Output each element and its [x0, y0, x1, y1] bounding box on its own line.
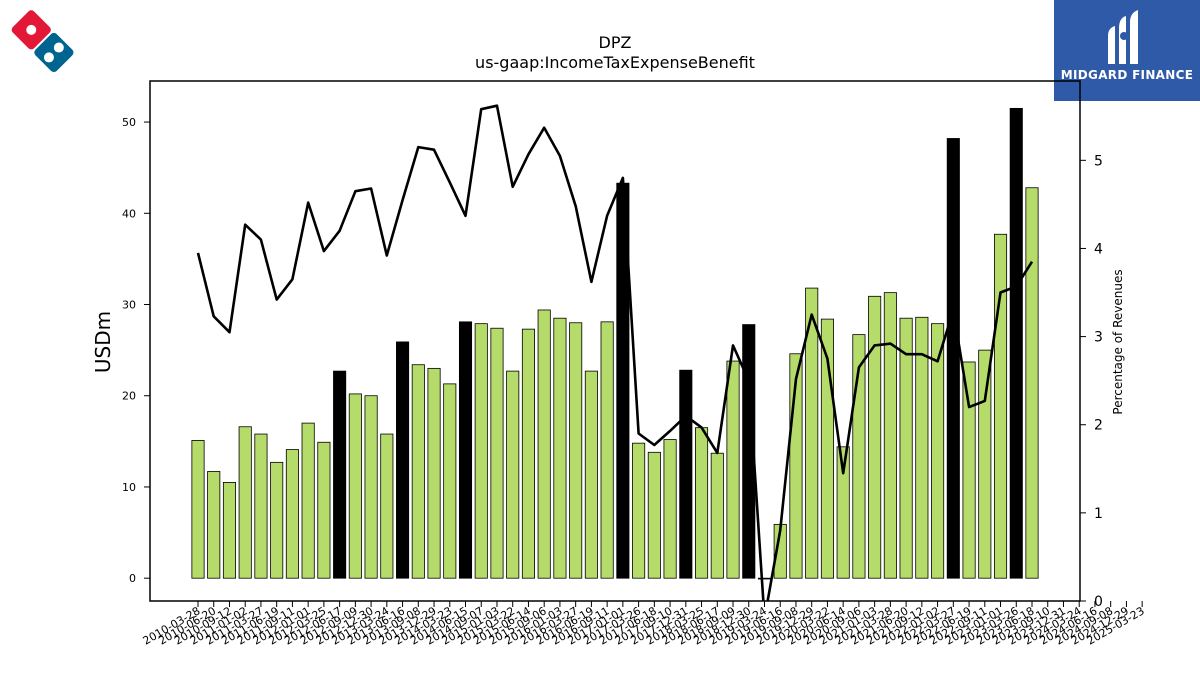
- dominos-logo-dot: [43, 52, 54, 63]
- bar: [537, 309, 551, 579]
- bar: [396, 341, 410, 579]
- y-tick-label: 10: [122, 481, 136, 494]
- y2-tick-label: 2: [1094, 418, 1103, 434]
- bar: [427, 367, 441, 579]
- bar: [695, 427, 709, 579]
- dominos-logo: [4, 4, 84, 88]
- bar: [931, 323, 945, 579]
- bar: [333, 370, 347, 579]
- bar: [285, 449, 299, 579]
- bar: [474, 323, 488, 579]
- chart-subtitle: us-gaap:IncomeTaxExpenseBenefit: [475, 53, 755, 72]
- bar: [364, 395, 378, 579]
- bar: [411, 364, 425, 579]
- y2-tick-label: 1: [1094, 506, 1103, 522]
- bar: [805, 287, 819, 579]
- bar: [506, 370, 520, 579]
- pct-of-revenues-line: [196, 104, 1034, 601]
- bar: [726, 360, 740, 579]
- y2-axis-label: Percentage of Revenues: [1111, 269, 1125, 414]
- bar: [899, 317, 913, 579]
- bar: [1025, 187, 1039, 579]
- bar: [301, 422, 315, 579]
- bar: [836, 446, 850, 579]
- y-tick-label: 30: [122, 299, 136, 312]
- bar: [600, 321, 614, 579]
- bar: [915, 316, 929, 579]
- bar: [946, 138, 960, 579]
- bar: [222, 482, 237, 579]
- bar: [868, 295, 882, 579]
- bar: [207, 471, 221, 579]
- plot-frame: [149, 80, 1081, 602]
- y-tick-label: 50: [122, 116, 136, 129]
- midgard-finance-name: MIDGARD FINANCE: [1060, 68, 1194, 82]
- bar: [443, 383, 457, 579]
- bar: [458, 321, 473, 579]
- chart-title: DPZ: [599, 33, 632, 52]
- x-axis: 2010-03-282010-06-202010-09-122011-01-02…: [141, 601, 1147, 648]
- bar: [490, 327, 504, 579]
- bar: [710, 452, 724, 579]
- y2-tick-label: 0: [1094, 594, 1103, 610]
- bar: [380, 433, 394, 579]
- bar: [993, 233, 1008, 579]
- bar: [317, 441, 331, 579]
- midgard-mark-icon: [1108, 10, 1138, 64]
- bar: [742, 324, 756, 579]
- bar: [663, 439, 677, 579]
- bar: [270, 461, 284, 579]
- dominos-logo-dot: [53, 42, 64, 53]
- y2-tick-label: 5: [1094, 153, 1103, 169]
- y-tick-label: 0: [129, 572, 136, 585]
- bar: [238, 426, 252, 579]
- bar: [569, 322, 583, 579]
- bar: [978, 349, 992, 579]
- bar: [348, 393, 362, 579]
- bar: [584, 370, 598, 579]
- bar: [254, 433, 268, 579]
- bar: [1009, 107, 1023, 579]
- bar-series: [191, 107, 1039, 580]
- y-axis-right: 0 1 2 3 4 5: [1080, 153, 1103, 610]
- bar: [647, 451, 661, 579]
- bar: [962, 361, 976, 579]
- dominos-logo-dot: [26, 24, 37, 35]
- bar: [757, 577, 772, 580]
- bar: [553, 317, 567, 579]
- dominos-logo-blue-tile: [34, 32, 74, 73]
- bar: [191, 440, 205, 579]
- bar: [679, 369, 693, 579]
- y-axis-left: 0 10 20 30 40 50: [122, 116, 150, 585]
- y2-tick-label: 3: [1094, 330, 1103, 346]
- y2-tick-label: 4: [1094, 241, 1103, 257]
- y-axis-label: USDm: [91, 311, 115, 373]
- y-tick-label: 20: [122, 390, 136, 403]
- midgard-finance-logo: MIDGARD FINANCE: [1054, 0, 1200, 101]
- bar: [521, 328, 535, 579]
- bar: [883, 292, 897, 579]
- bar: [632, 442, 646, 579]
- y-tick-label: 40: [122, 207, 136, 220]
